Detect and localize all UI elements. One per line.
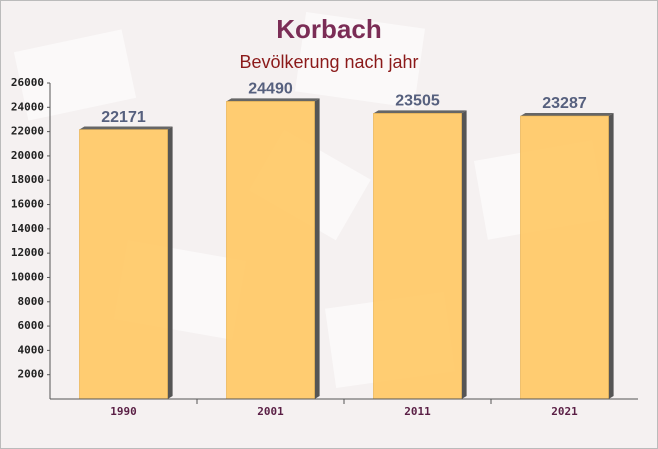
bar-top	[520, 112, 614, 116]
y-tick-label: 4000	[18, 343, 45, 356]
y-tick-label: 26000	[11, 76, 44, 89]
y-tick-label: 8000	[18, 295, 45, 308]
value-label: 23287	[542, 95, 587, 112]
bar-top	[373, 110, 467, 114]
x-tick-label: 2001	[257, 405, 284, 418]
x-tick-label: 2021	[551, 405, 578, 418]
bar-shadow	[167, 126, 173, 399]
x-tick-label: 2011	[404, 405, 431, 418]
y-tick-label: 22000	[11, 125, 44, 138]
chart-title: Korbach	[276, 14, 381, 44]
value-label: 24490	[248, 81, 293, 98]
y-tick-label: 14000	[11, 222, 44, 235]
y-tick-label: 20000	[11, 149, 44, 162]
y-tick-label: 10000	[11, 270, 44, 283]
y-tick-label: 6000	[18, 319, 45, 332]
bar	[79, 129, 168, 400]
bar-shadow	[608, 112, 614, 399]
bar-shadow	[461, 110, 467, 399]
bar	[226, 101, 315, 400]
y-tick-label: 12000	[11, 246, 44, 259]
value-label: 22171	[101, 109, 146, 126]
y-tick-label: 18000	[11, 173, 44, 186]
bar-top	[226, 98, 320, 102]
y-tick-label: 24000	[11, 100, 44, 113]
y-tick-label: 2000	[18, 368, 45, 381]
value-label: 23505	[395, 93, 440, 110]
chart-subtitle: Bevölkerung nach jahr	[239, 52, 418, 72]
bar-shadow	[314, 98, 320, 400]
bar-top	[79, 126, 173, 130]
x-tick-label: 1990	[110, 405, 137, 418]
bar	[373, 113, 462, 400]
bar	[520, 115, 609, 400]
y-tick-label: 16000	[11, 198, 44, 211]
